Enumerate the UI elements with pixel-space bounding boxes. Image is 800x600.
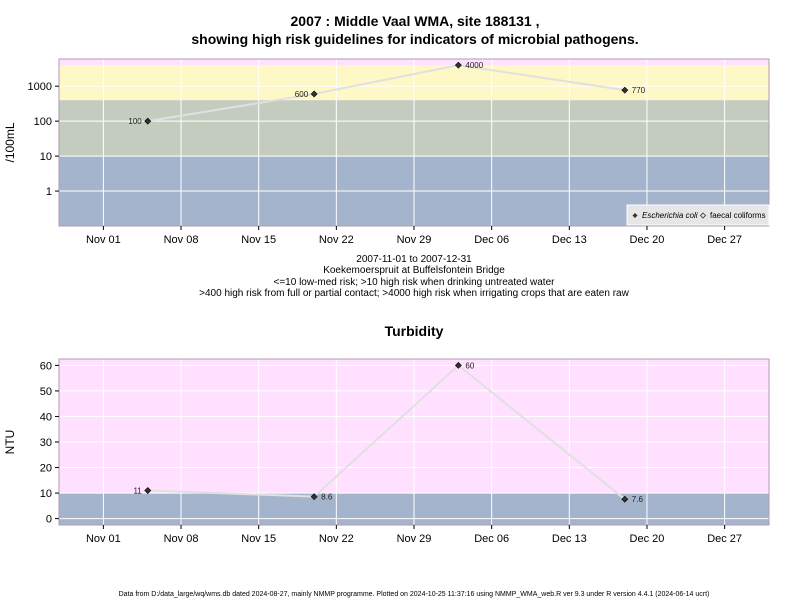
y-axis-label: /100mL [3,122,17,162]
data-point [621,495,629,503]
data-label: 11 [133,487,142,496]
footer-note: Data from D:/data_large/wq/wms.db dated … [119,591,710,598]
x-tick-label: Dec 06 [474,234,509,246]
chart-title-line2: showing high risk guidelines for indicat… [191,31,638,47]
turbidity-chart: Nov 01 Nov 08 Nov 15 Nov 22 Nov 29 Dec 06 Dec … [3,358,770,545]
y-tick-label: 20 [40,463,52,475]
y-tick-label: 30 [40,437,52,449]
x-tick-label: Nov 01 [86,234,121,246]
x-tick-label: Nov 08 [164,234,199,246]
data-point [310,493,318,501]
x-tick-label: Nov 22 [319,234,354,246]
x-tick-label: Dec 27 [707,234,742,246]
caption-drinking-guideline: <=10 low-med risk; >10 high risk when dr… [274,277,556,288]
legend-label-ecoli: Escherichia coli [642,211,698,220]
y-tick-label: 10 [40,488,52,500]
turbidity-title: Turbidity [385,323,444,339]
data-label: 4000 [465,61,483,70]
x-tick-label: Dec 20 [630,234,665,246]
x-tick-label: Nov 22 [319,533,354,545]
x-tick-label: Nov 15 [241,533,276,545]
x-tick-label: Dec 13 [552,234,587,246]
caption-contact-guideline: >400 high risk from full or partial cont… [199,288,629,299]
caption-date-range: 2007-11-01 to 2007-12-31 [356,254,472,265]
series-line [147,64,625,123]
y-tick-label: 100 [34,116,52,128]
x-tick-label: Dec 20 [630,533,665,545]
data-point [454,361,462,369]
data-label: 7.6 [632,495,644,504]
data-point [144,487,152,494]
data-point [454,61,462,69]
y-tick-label: 40 [40,411,52,423]
x-tick-label: Dec 27 [707,533,742,545]
x-tick-label: Nov 15 [241,234,276,246]
series-line [147,364,626,500]
x-tick-label: Dec 13 [552,533,587,545]
caption-site-name: Koekemoerspruit at Buffelsfontein Bridge [323,265,505,276]
chart-title-line1: 2007 : Middle Vaal WMA, site 188131 , [291,13,540,29]
x-tick-label: Nov 08 [164,533,199,545]
y-tick-label: 0 [46,514,52,526]
x-tick-label: Nov 01 [86,533,121,545]
y-tick-label: 50 [40,386,52,398]
x-tick-label: Nov 29 [397,234,432,246]
x-tick-label: Nov 29 [397,533,432,545]
legend-marker-filled [632,213,638,218]
ecoli-chart: Nov 01 Nov 08 Nov 15 Nov 22 Nov 29 Dec 06 Dec … [3,58,770,246]
legend-marker-open [699,212,707,219]
data-point [621,86,629,94]
y-tick-label: 1000 [28,81,52,93]
x-tick-label: Dec 06 [474,533,509,545]
data-label: 600 [295,90,309,99]
data-point [144,117,152,125]
data-label: 770 [632,86,646,95]
y-axis-label: NTU [3,430,17,455]
legend-box [626,204,770,226]
y-tick-label: 60 [40,360,52,372]
y-tick-label: 10 [40,151,52,163]
data-label: 8.6 [321,493,333,502]
data-point [310,90,318,98]
legend-label-faecal: faecal coliforms [710,211,766,220]
data-label: 100 [128,117,142,126]
data-label: 60 [465,361,474,370]
legend: Escherichia coli faecal coliforms [626,204,770,226]
y-tick-label: 1 [46,186,52,198]
